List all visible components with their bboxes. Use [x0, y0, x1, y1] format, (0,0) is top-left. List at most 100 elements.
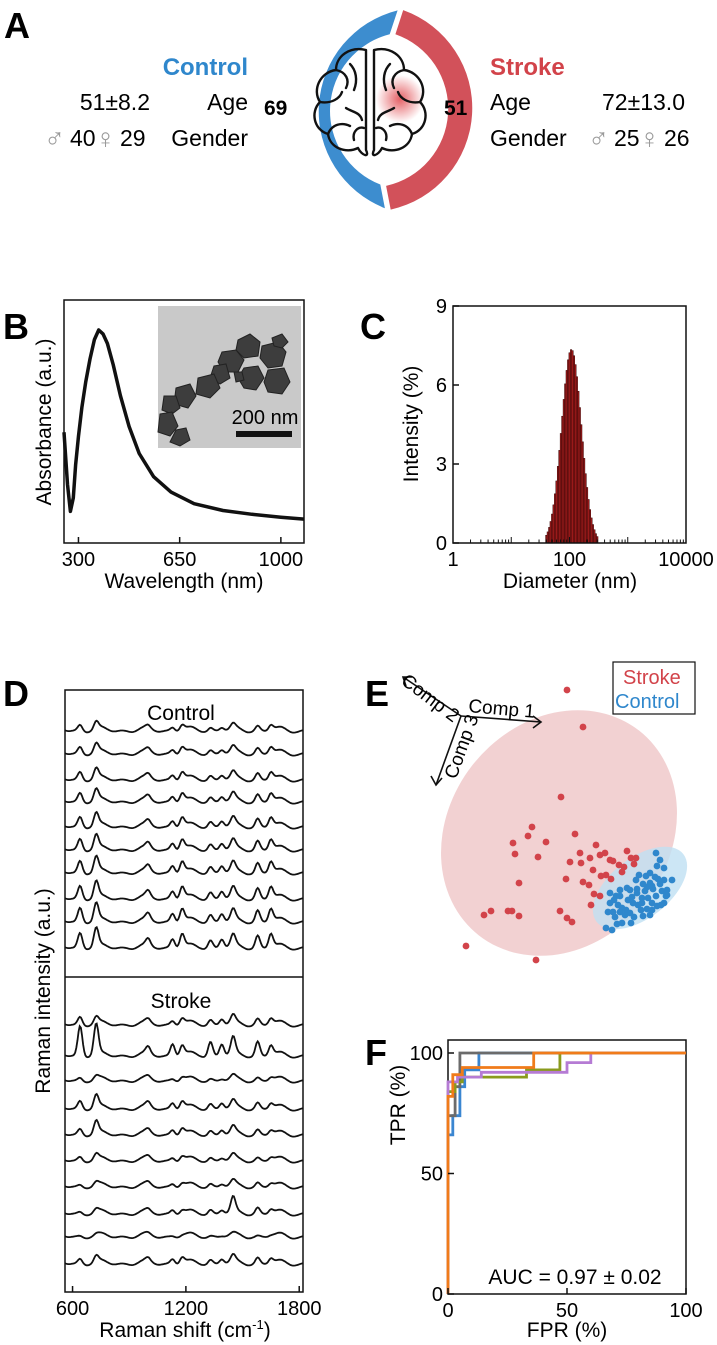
roc-curve	[446, 1051, 686, 1294]
control-male-count: 40	[70, 125, 96, 151]
roc-curve	[446, 1051, 686, 1294]
raman-trace	[64, 1195, 304, 1217]
control-point	[604, 908, 612, 916]
raman-trace	[64, 854, 304, 876]
control-point	[639, 880, 647, 888]
stroke-point	[557, 793, 565, 801]
control-point	[656, 856, 664, 864]
stroke-point	[515, 912, 523, 920]
plot-frame	[63, 299, 305, 544]
control-point	[623, 884, 631, 892]
stroke-point	[556, 907, 564, 915]
control-point	[652, 892, 660, 900]
raman-trace	[64, 741, 304, 757]
stroke-point	[462, 942, 470, 950]
control-point	[616, 886, 624, 894]
control-gender-label: Gender	[171, 125, 248, 151]
stroke-gender-label: Gender	[490, 125, 567, 151]
control-point	[644, 894, 652, 902]
control-point	[635, 871, 643, 879]
control-point	[637, 906, 645, 914]
stroke-point	[563, 686, 571, 694]
stroke-point	[571, 830, 579, 838]
male-icon: ♂	[588, 123, 609, 154]
y-tick-label: 0	[432, 1284, 443, 1306]
stroke-point	[627, 854, 635, 862]
stroke-count: 51	[444, 97, 468, 120]
auc-annotation: AUC = 0.97 ± 0.02	[488, 1266, 661, 1289]
stroke-point	[607, 875, 615, 883]
stroke-point	[562, 875, 570, 883]
stroke-title: Stroke	[490, 54, 565, 81]
stroke-point	[589, 866, 597, 874]
raman-trace	[64, 925, 304, 951]
y-axis-title: TPR (%)	[387, 1065, 410, 1146]
stroke-point	[623, 847, 631, 855]
raman-trace	[64, 719, 304, 734]
stroke-point	[587, 901, 595, 909]
control-point	[610, 896, 618, 904]
x-axis-title: FPR (%)	[527, 1319, 608, 1342]
stroke-point	[592, 841, 600, 849]
control-point	[646, 879, 654, 887]
stroke-point	[609, 857, 617, 865]
axis-label-comp-2: Comp 2	[397, 670, 463, 727]
female-icon: ♀	[639, 123, 660, 154]
raman-trace	[64, 1072, 304, 1084]
raman-trace	[64, 1253, 304, 1267]
stroke-point	[632, 854, 640, 862]
x-tick-label: 1800	[277, 1298, 322, 1320]
stroke-point	[577, 859, 585, 867]
absorbance-line	[62, 328, 305, 521]
stroke-point	[524, 832, 532, 840]
y-tick-label: 0	[436, 533, 447, 555]
raman-trace	[64, 832, 304, 853]
stroke-point	[528, 823, 536, 831]
control-point	[616, 908, 624, 916]
raman-trace	[64, 1022, 304, 1059]
y-tick-label: 50	[421, 1164, 443, 1186]
control-point	[648, 899, 656, 907]
x-tick-label: 1000	[259, 549, 304, 571]
stroke-point	[568, 918, 576, 926]
male-icon: ♂	[44, 123, 65, 154]
panel-a-demographics: 69 51 Control Stroke 51±8.2 Age Gender ♂…	[44, 10, 690, 210]
stroke-age-value: 72±13.0	[602, 89, 685, 115]
control-point	[638, 899, 646, 907]
stroke-male-count: 25	[614, 125, 640, 151]
y-axis-title: Intensity (%)	[400, 366, 423, 483]
x-tick-label: 650	[163, 549, 196, 571]
control-gender-counts: ♂ 40 ♀ 29	[44, 123, 146, 154]
stroke-point	[579, 723, 587, 731]
raman-trace	[64, 810, 304, 830]
roc-curve	[446, 1051, 686, 1294]
roc-curve	[446, 1051, 686, 1294]
control-point	[611, 913, 619, 921]
raman-trace	[64, 786, 304, 805]
control-point	[649, 885, 657, 893]
x-tick-label: 1200	[164, 1298, 209, 1320]
stroke-point	[630, 860, 638, 868]
control-point	[652, 849, 660, 857]
x-tick-label: 50	[556, 1300, 578, 1322]
raman-trace	[64, 1118, 304, 1138]
panel-d-raman-spectra-chart: Control Stroke 600 1200 1800 Raman shift (…	[32, 689, 322, 1342]
stroke-point	[515, 879, 523, 887]
x-tick-label: 10000	[658, 549, 714, 571]
stroke-point	[563, 914, 571, 922]
x-tick-label: 100	[553, 549, 586, 571]
tem-inset: 200 nm	[157, 306, 301, 448]
control-point	[668, 876, 676, 884]
scale-bar	[236, 431, 292, 437]
stroke-point	[508, 907, 516, 915]
stroke-age-label: Age	[490, 89, 531, 115]
x-axis-title: Raman shift (cm-1)	[99, 1317, 270, 1342]
control-point	[627, 919, 635, 927]
y-axis-title: Raman intensity (a.u.)	[32, 888, 55, 1093]
stroke-point	[480, 911, 488, 919]
control-age-label: Age	[207, 89, 248, 115]
group-label-stroke: Stroke	[151, 990, 212, 1013]
x-tick-label: 1	[447, 549, 458, 571]
control-point	[606, 889, 614, 897]
stroke-point	[532, 956, 540, 964]
